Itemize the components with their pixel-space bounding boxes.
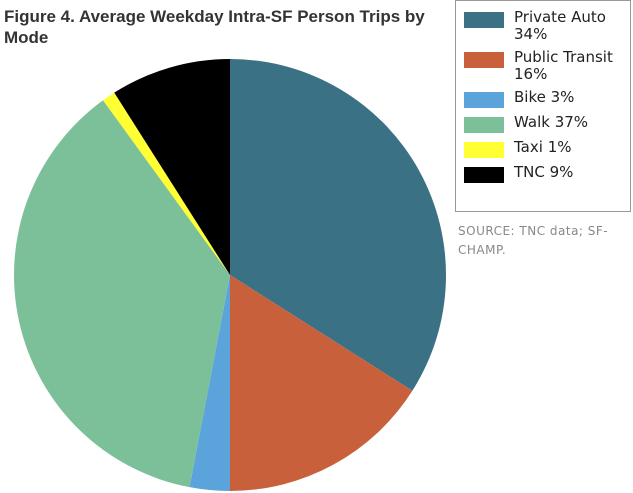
pie-slice [114,59,230,275]
legend-value: 34% [514,25,548,43]
chart-title: Figure 4. Average Weekday Intra-SF Perso… [4,7,425,47]
legend-value: 37% [554,113,589,131]
legend-value: 9% [549,163,574,181]
legend-text: Public Transit 16% [514,49,624,83]
legend-label: Public Transit [514,48,613,66]
legend-swatch [464,12,504,28]
pie-slice [103,92,230,275]
legend-item: Bike 3% [464,89,630,108]
legend-value: 16% [514,65,548,83]
legend-item: Taxi 1% [464,139,630,158]
legend-text: Walk 37% [514,114,624,131]
legend: Private Auto 34% Public Transit 16% Bike 3… [455,0,631,212]
legend-item: TNC 9% [464,164,630,183]
legend-text: Bike 3% [514,89,624,106]
legend-value: 3% [550,88,575,106]
pie-slice [230,59,447,391]
legend-swatch [464,142,504,158]
legend-swatch [464,167,504,183]
legend-label: TNC [514,163,545,181]
legend-swatch [464,92,504,108]
legend-item: Walk 37% [464,114,630,133]
chart [13,59,447,491]
legend-swatch [464,52,504,68]
legend-item: Private Auto 34% [464,9,630,43]
legend-label: Private Auto [514,8,606,26]
legend-text: TNC 9% [514,164,624,181]
legend-swatch [464,117,504,133]
source-note: SOURCE: TNC data; SF-CHAMP. [458,224,609,257]
legend-label: Bike [514,88,546,106]
pie-slice [189,275,230,491]
legend-value: 1% [547,138,572,156]
legend-label: Taxi [514,138,543,156]
legend-item: Public Transit 16% [464,49,630,83]
pie-slice [230,275,413,491]
legend-text: Private Auto 34% [514,9,624,43]
legend-label: Walk [514,113,550,131]
legend-text: Taxi 1% [514,139,624,156]
pie-slice [13,100,230,488]
